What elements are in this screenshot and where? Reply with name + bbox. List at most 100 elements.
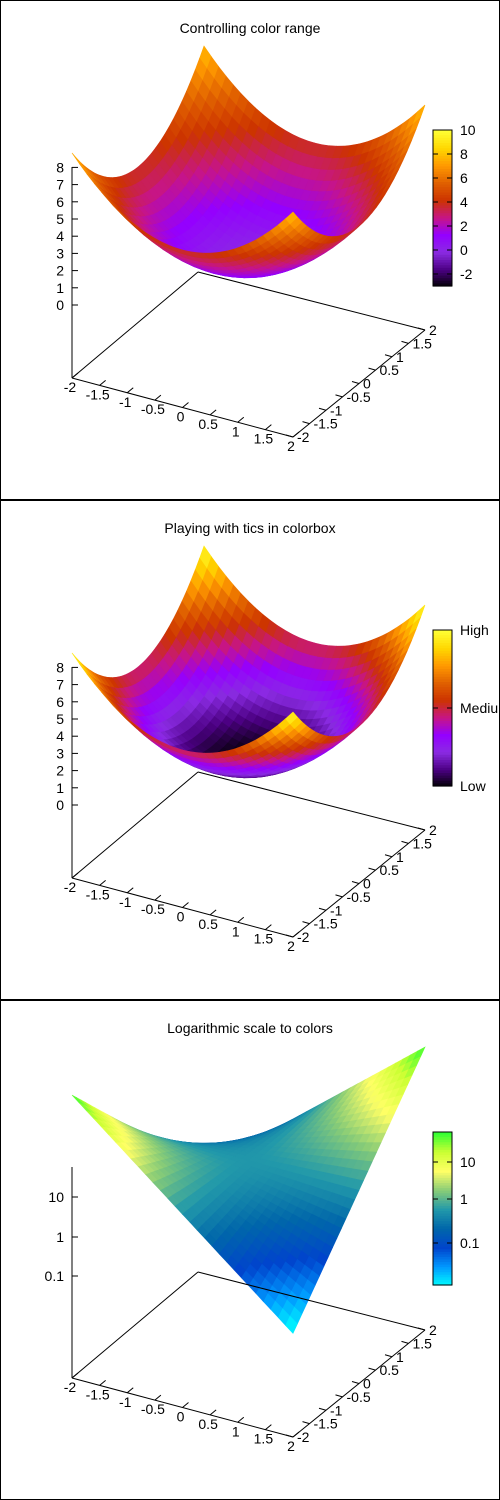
axes: -2 -1.5 -1 -0.5 0 0.5 1 1.5 2-2-1.5-1-0.500.511.… [56,159,437,454]
colorbox-band [433,700,452,704]
y-tick-mark [368,367,376,371]
colorbox-band [433,1213,452,1217]
colorbox-band [433,1167,452,1171]
colorbox-tick-label: 1 [460,1191,468,1207]
colorbox-band [433,682,452,686]
colorbox-band [433,226,452,230]
z-tick-label: 10 [48,1189,64,1205]
y-tick-label: -1.5 [314,1416,338,1432]
colorbox-band [433,1183,452,1187]
colorbox-band [433,1231,452,1235]
y-tick-label: -1.5 [314,916,338,932]
y-tick-mark [351,1381,360,1384]
colorbox-band [433,231,452,235]
colorbox-band [433,137,452,141]
y-tick-label: -2 [297,929,310,945]
colorbox-band [433,702,452,706]
x-tick-label: -2 [64,879,77,895]
colorbox-band [433,1190,452,1194]
axes: -2 -1.5 -1 -0.5 0 0.5 1 1.5 2-2-1.5-1-0.500.511.… [45,1167,437,1454]
colorbox-band [433,1228,452,1233]
x-tick-mark [126,387,134,394]
y-tick-label: 1.5 [413,335,433,351]
colorbox-band [433,176,452,180]
colorbox-band [433,260,452,264]
x-tick-label: 1 [232,423,240,439]
colorbox-band [433,1157,452,1161]
y-tick-mark [384,854,393,858]
y-tick-label: 0 [363,1376,371,1392]
colorbox-band [433,1154,452,1159]
y-tick-label: 2 [429,322,437,338]
colorbox-band [433,213,452,217]
x-tick-mark [265,924,272,931]
y-tick-label: 0 [363,376,371,392]
colorbox-band [433,731,452,735]
colorbox-band [433,1272,452,1276]
colorbox-band [433,695,452,699]
y-tick-label: 0.5 [380,362,400,378]
colorbox-band [433,1277,452,1281]
y-tick-label: 0.5 [380,1362,400,1378]
colorbox-band [433,205,452,209]
colorbox-band [433,747,452,751]
colorbox-band [433,1251,452,1255]
x-tick-mark [99,379,106,386]
colorbox-band [433,210,452,214]
x-tick-label: 0.5 [198,916,218,932]
colorbox-band [433,1236,452,1240]
chart-title: Logarithmic scale to colors [167,1020,333,1036]
colorbox-band [433,1162,452,1166]
panel-playing-with-tics: Playing with tics in colorbox -2 -1.5 -1 -0… [0,500,500,1000]
y-tick-label: -1 [330,902,343,918]
y-tick-mark [285,434,294,438]
z-tick-label: 4 [56,228,64,244]
colorbox-band [433,1149,452,1153]
colorbox-band [433,280,452,284]
y-tick-mark [368,867,376,871]
colorbox-band [433,228,452,232]
y-tick-label: 1 [396,349,404,365]
z-tick-label: 8 [56,159,64,175]
x-tick-mark [265,424,272,431]
colorbox-band [433,666,452,670]
colorbox-band [433,1203,452,1207]
colorbox-band [433,762,452,766]
colorbox-band [433,1185,452,1189]
z-tick-label: 6 [56,194,64,210]
axes: -2 -1.5 -1 -0.5 0 0.5 1 1.5 2-2-1.5-1-0.500.511.… [56,659,437,954]
colorbox-band [433,254,452,258]
x-tick-label: -0.5 [141,1401,165,1417]
colorbox-band [433,718,452,722]
y-tick-label: 1.5 [413,1335,433,1351]
y-tick-label: -0.5 [347,389,371,405]
z-tick-label: 3 [56,245,64,261]
y-tick-label: -1.5 [314,416,338,432]
colorbox-band [433,153,452,157]
colorbox-band [433,223,452,227]
colorbox-band [433,679,452,683]
x-tick-mark [126,887,134,894]
z-tick-label: 2 [56,763,64,779]
colorbox-band [433,676,452,680]
colorbox-band [433,1279,452,1284]
z-tick-label: 2 [56,263,64,279]
colorbox-band [433,283,452,287]
colorbox-tick-label: 10 [460,1154,476,1170]
y-tick-mark [335,894,343,898]
colorbox-band [433,1180,452,1184]
x-tick-label: -1 [119,1394,132,1410]
x-tick-label: 1.5 [254,931,274,947]
colorbox-band [433,1200,452,1204]
y-tick-mark [302,421,310,425]
colorbox-band [433,697,452,701]
y-tick-mark [417,827,426,831]
colorbox-band [433,161,452,165]
colorbox-band [433,1147,452,1151]
z-tick-label: 5 [56,711,64,727]
x-tick-mark [292,431,300,438]
colorbox-band [433,744,452,748]
colorbox-band [433,728,452,732]
x-tick-label: 1.5 [254,1431,274,1447]
x-tick-mark [99,879,106,886]
